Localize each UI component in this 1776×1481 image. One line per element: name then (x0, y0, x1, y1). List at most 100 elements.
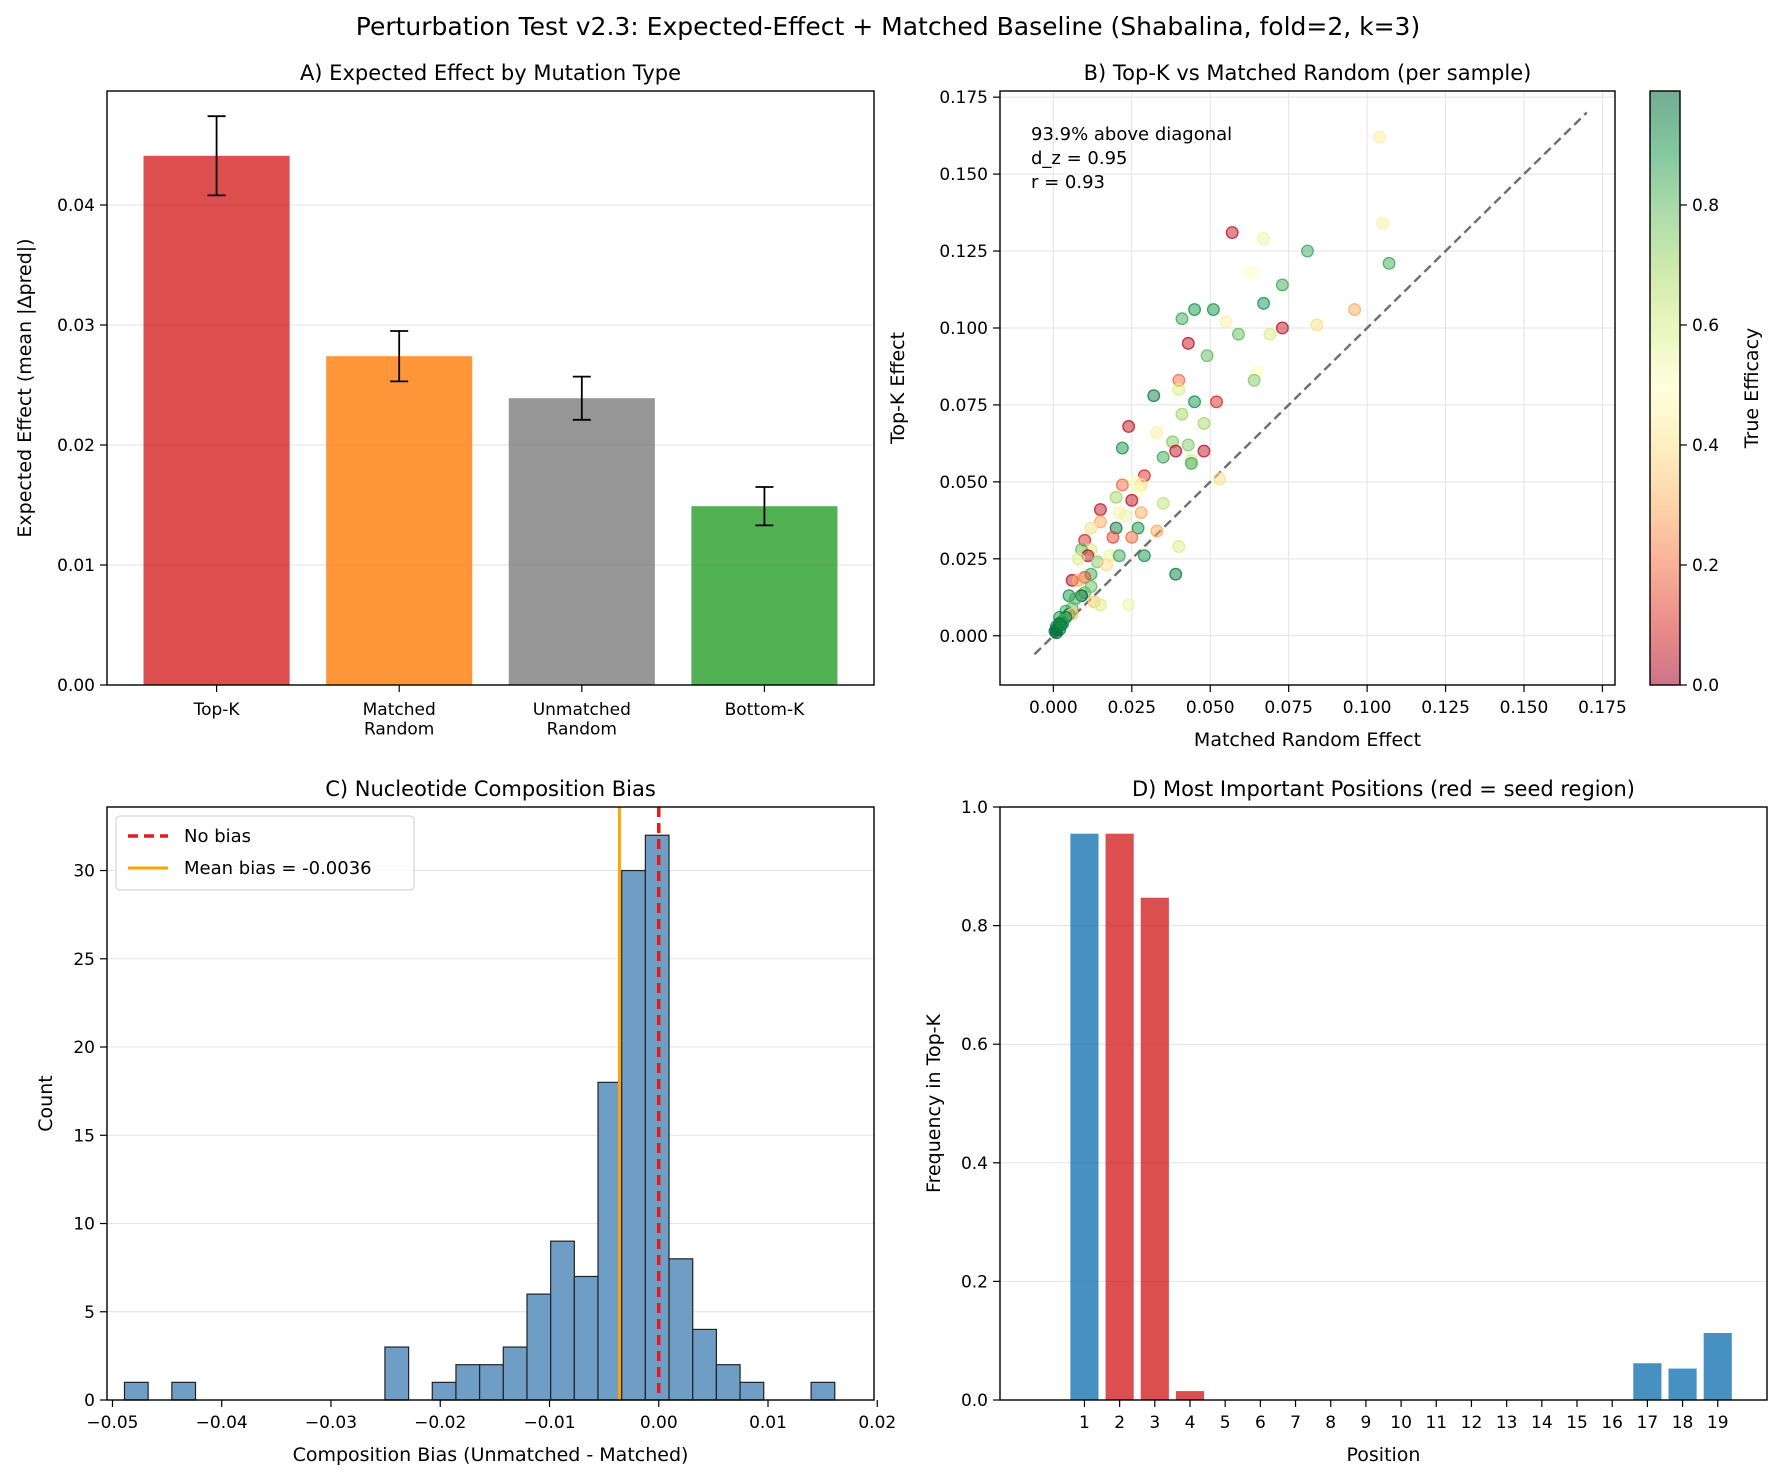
histogram-bar (550, 1240, 575, 1401)
x-tick-label: 5 (1220, 1413, 1231, 1433)
y-tick-label: 0.050 (939, 473, 988, 493)
scatter-point (1150, 426, 1164, 440)
scatter-point (1093, 503, 1107, 517)
x-tick-label: 0.01 (749, 1413, 787, 1433)
position-bar (1633, 1363, 1662, 1400)
annotation-text: r = 0.93 (1031, 172, 1105, 193)
x-tick-label: 13 (1496, 1413, 1518, 1433)
panel-title: D) Most Important Positions (red = seed … (1132, 777, 1635, 801)
scatter-point (1257, 296, 1271, 310)
scatter-point (1134, 506, 1148, 520)
x-tick-label: 15 (1566, 1413, 1588, 1433)
scatter-point (1257, 232, 1271, 246)
plot-frame (999, 806, 1768, 1401)
x-tick-label: 0.000 (1029, 698, 1078, 718)
position-bar (1105, 833, 1134, 1400)
scatter-point (1115, 441, 1129, 455)
annotation-text: d_z = 0.95 (1031, 148, 1127, 169)
scatter-point (1188, 395, 1201, 409)
bar (143, 155, 290, 686)
x-tick-label: 8 (1325, 1413, 1336, 1433)
scatter-point (1137, 549, 1151, 563)
scatter-point (1232, 327, 1245, 341)
colorbar-tick-label: 0.4 (1692, 436, 1719, 456)
histogram-bar (431, 1381, 457, 1401)
scatter-point (1106, 530, 1120, 544)
y-tick-label: 0.125 (939, 242, 988, 262)
x-tick-label: −0.05 (86, 1413, 138, 1433)
scatter-point (1275, 321, 1289, 335)
x-tick-label: 14 (1531, 1413, 1553, 1433)
scatter-point (1373, 130, 1387, 144)
scatter-point (1184, 456, 1198, 470)
scatter-point (1125, 493, 1139, 507)
histogram-bar (715, 1364, 741, 1401)
y-axis-label: Top-K Effect (887, 332, 909, 445)
scatter-point (1054, 618, 1068, 632)
panel-b-topk-vs-matched: 0.000 0.025 0.050 0.075 0.100 0.125 0.150 0.175… (887, 61, 1763, 751)
y-tick-label: 0.8 (961, 917, 988, 937)
y-tick-label: 0.04 (57, 196, 95, 216)
x-tick-label: 7 (1290, 1413, 1301, 1433)
y-tick-label: 30 (73, 862, 95, 882)
scatter-point (1156, 496, 1170, 510)
scatter-point (1100, 558, 1114, 572)
colorbar-frame (1649, 90, 1681, 686)
bar (326, 356, 473, 685)
bar (508, 398, 655, 685)
histogram-bar (526, 1293, 552, 1401)
y-tick-label: 0.2 (961, 1272, 988, 1292)
plot-frame (106, 806, 875, 1401)
histogram-bar (171, 1381, 197, 1401)
y-tick-label: 0.100 (939, 319, 988, 339)
x-tick-label: −0.04 (196, 1413, 248, 1433)
x-tick-label: 16 (1601, 1413, 1623, 1433)
x-axis-label: Position (1347, 1444, 1421, 1466)
scatter-point (1188, 303, 1201, 316)
x-tick-label: 11 (1425, 1413, 1447, 1433)
scatter-point (1348, 303, 1362, 316)
scatter-point (1181, 438, 1195, 452)
panel-title: B) Top-K vs Matched Random (per sample) (1084, 61, 1532, 85)
scatter-point (1093, 515, 1107, 529)
colorbar-label: True Efficacy (1741, 328, 1763, 450)
x-axis-label: Composition Bias (Unmatched - Matched) (293, 1444, 689, 1466)
scatter-point (1225, 226, 1239, 240)
scatter-point (1071, 573, 1085, 587)
colorbar-tick-label: 0.6 (1692, 316, 1719, 336)
y-tick-label: 25 (73, 950, 95, 970)
x-tick-label: 0.02 (858, 1413, 896, 1433)
x-tick-label: −0.02 (414, 1413, 466, 1433)
x-tick-label: −0.03 (305, 1413, 357, 1433)
scatter-point (1175, 407, 1189, 421)
figure-title: Perturbation Test v2.3: Expected-Effect … (356, 12, 1420, 41)
panel-a-expected-effect: 0.00 0.01 0.02 0.03 0.04 Top-K Matched Random Un… (14, 61, 875, 740)
scatter-point (1169, 567, 1183, 581)
y-axis-label: Count (35, 1075, 57, 1131)
histogram-bar (810, 1381, 836, 1401)
histogram-bar (479, 1364, 504, 1401)
panel-d-important-positions: 0.00.20.40.60.81.01 2 3 4 5 6 7 8 9 10 11 12 13 14 15 1… (923, 777, 1768, 1466)
x-tick-label: −0.01 (523, 1413, 575, 1433)
scatter-point (1109, 490, 1123, 504)
scatter-point (1172, 383, 1186, 396)
position-bar (1140, 897, 1169, 1400)
x-tick-label: 0.00 (640, 1413, 678, 1433)
panel-title: C) Nucleotide Composition Bias (325, 777, 656, 801)
histogram-bar (384, 1346, 410, 1401)
histogram-bar (502, 1346, 528, 1401)
x-tick-label: 3 (1149, 1413, 1160, 1433)
scatter-point (1213, 472, 1227, 486)
position-bar (1703, 1332, 1732, 1400)
x-tick-label: 4 (1185, 1413, 1196, 1433)
y-axis-label: Frequency in Top-K (923, 1013, 945, 1192)
position-bar (1070, 833, 1099, 1400)
scatter-point (1175, 312, 1189, 326)
diagonal-line (1033, 111, 1588, 656)
plot-frame (999, 90, 1616, 686)
scatter-point (1093, 598, 1107, 612)
scatter-point (1131, 484, 1145, 498)
x-tick-label: 0.150 (1500, 698, 1549, 718)
y-tick-label: 5 (84, 1303, 95, 1323)
position-bar (1175, 1391, 1205, 1400)
